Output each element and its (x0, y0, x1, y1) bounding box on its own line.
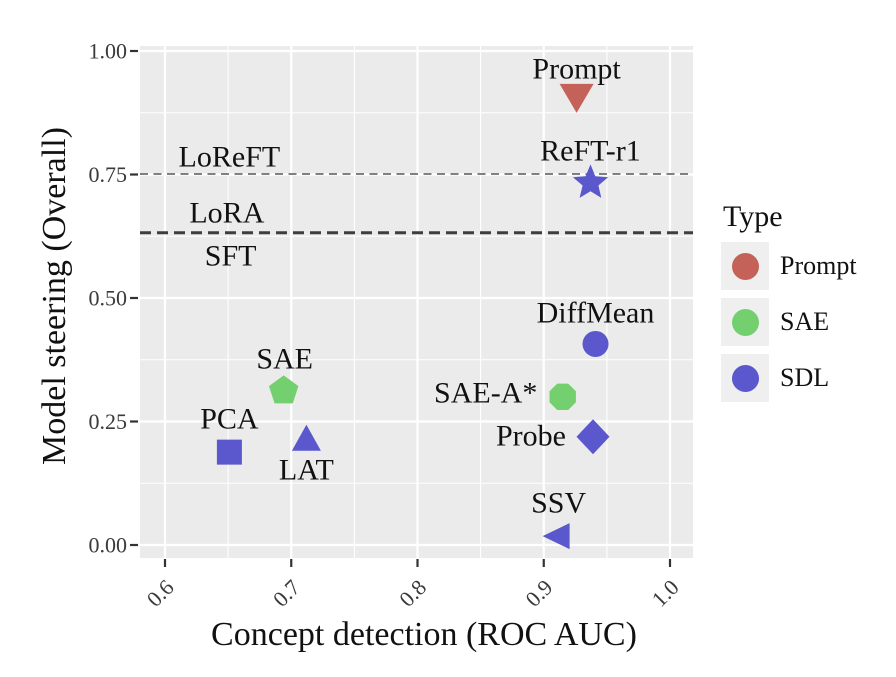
point-label-prompt: Prompt (532, 52, 621, 85)
point-label-diffmean: DiffMean (537, 296, 655, 329)
legend-items: Prompt SAE SDL (721, 242, 896, 402)
legend-label-sae: SAE (780, 307, 830, 336)
point-label-lat: LAT (279, 453, 334, 486)
legend-key-box (721, 242, 769, 290)
marker-lat (291, 424, 321, 451)
point-label-ssv: SSV (531, 487, 586, 520)
y-tick-label-0-50: 0.50 (89, 286, 128, 311)
legend-key-box (721, 298, 769, 346)
legend-title: Type (723, 200, 783, 233)
legend-swatch-prompt (731, 252, 759, 280)
point-label-sae: SAE (256, 342, 313, 375)
x-tick-label-0-8: 0.8 (394, 575, 431, 612)
x-tick-label-0-6: 0.6 (142, 575, 179, 612)
marker-ssv (542, 523, 570, 550)
x-tick-label-0-7: 0.7 (268, 575, 305, 612)
marker-sae (268, 375, 299, 404)
legend-label-prompt: Prompt (780, 251, 857, 280)
reference-label-loreft: LoReFT (179, 141, 281, 174)
legend-swatch-sae (731, 308, 759, 336)
legend-item-sdl: SDL (721, 354, 896, 402)
legend-key-box (721, 354, 769, 402)
x-axis-title: Concept detection (ROC AUC) (211, 616, 637, 653)
marker-probe (576, 419, 610, 455)
y-tick-label-0-00: 0.00 (89, 533, 128, 558)
x-tick-label-0-9: 0.9 (520, 575, 557, 612)
y-axis-title: Model steering (Overall) (36, 127, 73, 465)
legend-item-sae: SAE (721, 298, 896, 346)
marker-pca (216, 439, 242, 465)
marker-reft-r1 (572, 164, 609, 198)
point-label-reft-r1: ReFT-r1 (540, 134, 641, 167)
point-label-pca: PCA (200, 403, 259, 436)
marker-sae-a (549, 383, 576, 410)
marker-diffmean (582, 330, 609, 357)
y-tick-label-0-75: 0.75 (89, 162, 128, 187)
point-label-probe: Probe (496, 419, 566, 452)
legend: Type Prompt SAE SDL (721, 200, 896, 410)
x-tick-label-1-0: 1.0 (647, 575, 684, 612)
legend-label-sdl: SDL (780, 363, 830, 392)
y-tick-label-1-00: 1.00 (89, 39, 128, 64)
legend-swatch-sdl (731, 364, 759, 392)
legend-item-prompt: Prompt (721, 242, 896, 290)
reference-label-lora: LoRA (189, 197, 264, 230)
reference-label-sft: SFT (205, 240, 257, 273)
y-tick-label-0-25: 0.25 (89, 409, 128, 434)
point-label-sae-a: SAE-A* (434, 376, 537, 409)
marker-prompt (559, 83, 594, 113)
